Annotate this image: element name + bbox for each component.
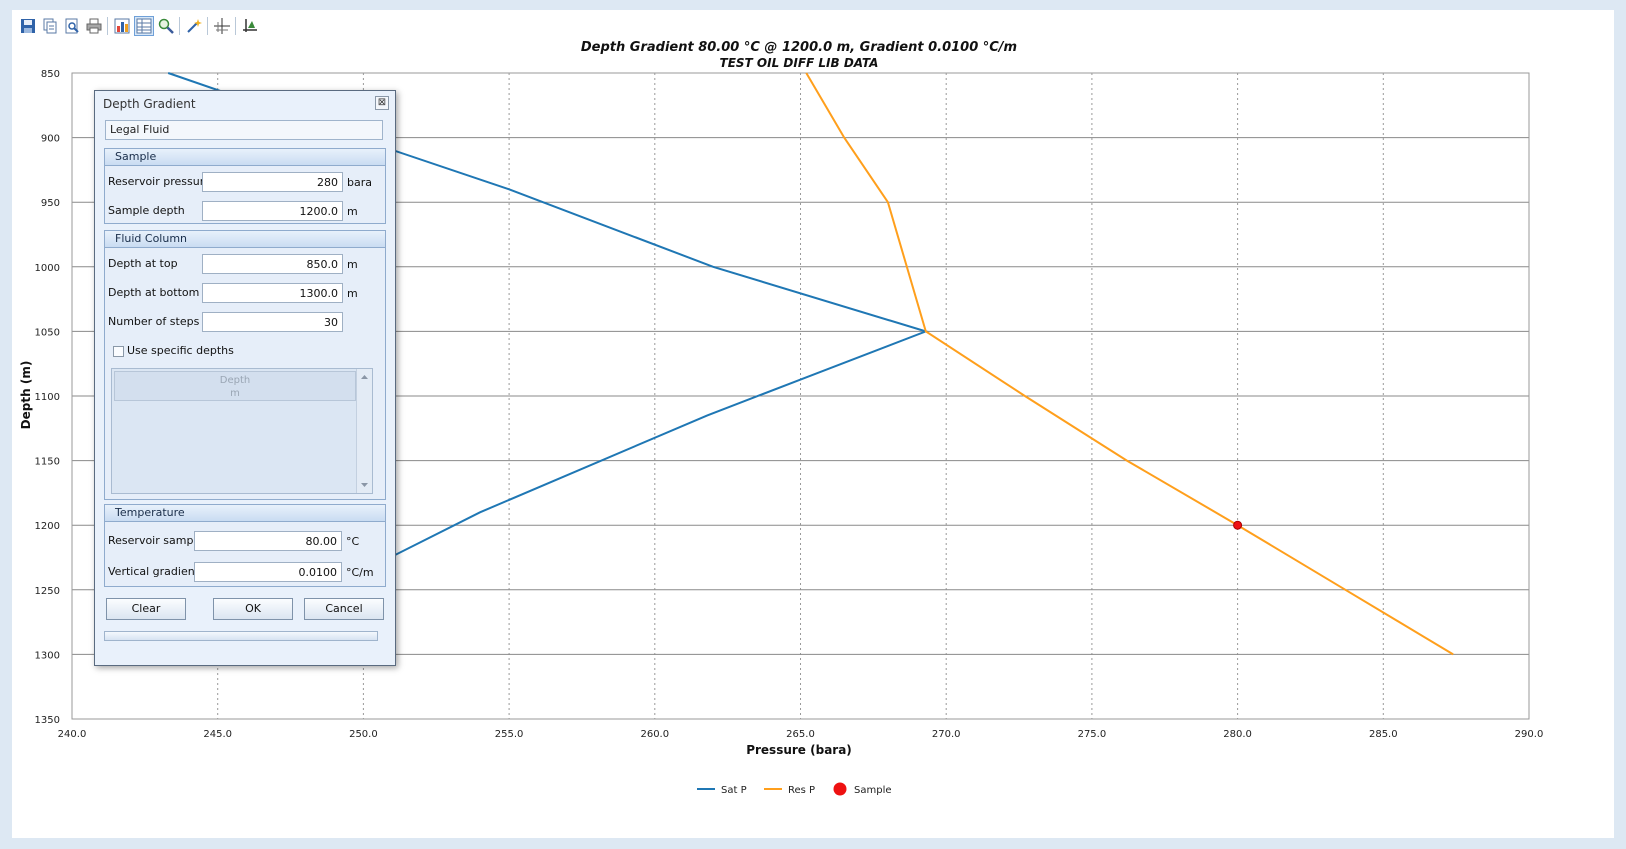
sample-depth-unit: m bbox=[347, 205, 358, 218]
reservoir-sample-unit: °C bbox=[346, 535, 360, 548]
temperature-group: Temperature Reservoir sample °C Vertical… bbox=[104, 504, 386, 587]
y-tick-label: 1300 bbox=[35, 650, 60, 661]
temperature-group-header: Temperature bbox=[105, 505, 385, 522]
chart-title: Depth Gradient 80.00 °C @ 1200.0 m, Grad… bbox=[581, 40, 1017, 55]
series-line-res-p bbox=[805, 72, 1454, 656]
x-tick-label: 240.0 bbox=[58, 729, 87, 740]
depth-list[interactable]: Depth m bbox=[111, 368, 373, 494]
x-tick-label: 260.0 bbox=[640, 729, 669, 740]
sample-point bbox=[1233, 520, 1243, 530]
depth-gradient-dialog: Depth Gradient ⊠ Legal Fluid Sample Rese… bbox=[94, 90, 396, 666]
depth-top-input[interactable] bbox=[202, 254, 343, 274]
depth-bottom-unit: m bbox=[347, 287, 358, 300]
legend-label-sat-p: Sat P bbox=[721, 785, 747, 796]
steps-input[interactable] bbox=[202, 312, 343, 332]
depth-column-title: Depth bbox=[219, 375, 251, 386]
y-tick-label: 1000 bbox=[35, 263, 60, 274]
plot-area bbox=[71, 72, 1530, 720]
copy-icon[interactable] bbox=[40, 16, 60, 36]
y-tick-label: 1250 bbox=[35, 586, 60, 597]
ok-button[interactable]: OK bbox=[213, 598, 293, 620]
legend-marker-sample bbox=[833, 782, 847, 796]
y-tick-label: 1100 bbox=[35, 392, 60, 403]
x-tick-label: 280.0 bbox=[1223, 729, 1252, 740]
sample-group-header: Sample bbox=[105, 149, 385, 166]
fluid-column-group-header: Fluid Column bbox=[105, 231, 385, 248]
y-tick-label: 1200 bbox=[35, 521, 60, 532]
depth-bottom-input[interactable] bbox=[202, 283, 343, 303]
vertical-gradient-input[interactable] bbox=[194, 562, 342, 582]
y-tick-label: 1150 bbox=[35, 457, 60, 468]
depth-bottom-label: Depth at bottom bbox=[108, 286, 200, 299]
depth-column-header: Depth m bbox=[114, 371, 356, 401]
x-tick-label: 245.0 bbox=[203, 729, 232, 740]
chart: Depth Gradient 80.00 °C @ 1200.0 m, Grad… bbox=[19, 40, 1544, 796]
scroll-down-icon[interactable] bbox=[361, 483, 368, 487]
x-tick-label: 255.0 bbox=[495, 729, 524, 740]
x-tick-label: 270.0 bbox=[932, 729, 961, 740]
y-tick-label: 950 bbox=[41, 198, 60, 209]
fluid-column-group: Fluid Column Depth at top m Depth at bot… bbox=[104, 230, 386, 500]
sample-depth-input[interactable] bbox=[202, 201, 343, 221]
sample-group: Sample Reservoir pressure bara Sample de… bbox=[104, 148, 386, 224]
crosshair-icon[interactable] bbox=[212, 16, 232, 36]
print-preview-icon[interactable] bbox=[62, 16, 82, 36]
scroll-up-icon[interactable] bbox=[361, 375, 368, 379]
depth-top-label: Depth at top bbox=[108, 257, 178, 270]
save-icon[interactable] bbox=[18, 16, 38, 36]
y-tick-label: 1050 bbox=[35, 327, 60, 338]
depth-column-unit: m bbox=[230, 388, 240, 399]
cancel-button[interactable]: Cancel bbox=[304, 598, 384, 620]
vertical-gradient-label: Vertical gradient bbox=[108, 565, 200, 578]
table-view-icon[interactable] bbox=[134, 16, 154, 36]
legend: Sat P Res P Sample bbox=[697, 782, 892, 796]
chart-subtitle: TEST OIL DIFF LIB DATA bbox=[720, 56, 879, 70]
depth-list-scrollbar[interactable] bbox=[356, 369, 372, 493]
close-icon[interactable]: ⊠ bbox=[375, 96, 389, 110]
use-specific-depths-label: Use specific depths bbox=[127, 344, 234, 357]
reservoir-sample-input[interactable] bbox=[194, 531, 342, 551]
x-tick-label: 285.0 bbox=[1369, 729, 1398, 740]
vertical-gradient-unit: °C/m bbox=[346, 566, 374, 579]
y-tick-label: 900 bbox=[41, 134, 60, 145]
y-tick-label: 850 bbox=[41, 69, 60, 80]
steps-label: Number of steps bbox=[108, 315, 200, 328]
fit-axis-icon[interactable] bbox=[240, 16, 260, 36]
dialog-title: Depth Gradient bbox=[103, 97, 196, 111]
x-tick-label: 265.0 bbox=[786, 729, 815, 740]
y-tick-label: 1350 bbox=[35, 715, 60, 726]
y-axis-label: Depth (m) bbox=[19, 361, 33, 430]
legend-label-res-p: Res P bbox=[788, 785, 815, 796]
use-specific-depths-checkbox[interactable] bbox=[113, 346, 124, 357]
x-axis-label: Pressure (bara) bbox=[746, 743, 852, 757]
legend-label-sample: Sample bbox=[854, 785, 892, 796]
main-window: Depth Gradient 80.00 °C @ 1200.0 m, Grad… bbox=[12, 10, 1614, 838]
x-tick-label: 290.0 bbox=[1515, 729, 1544, 740]
print-icon[interactable] bbox=[84, 16, 104, 36]
clear-button[interactable]: Clear bbox=[106, 598, 186, 620]
reservoir-sample-label: Reservoir sample bbox=[108, 534, 204, 547]
reservoir-pressure-label: Reservoir pressure bbox=[108, 175, 211, 188]
depth-top-unit: m bbox=[347, 258, 358, 271]
chart-properties-icon[interactable] bbox=[112, 16, 132, 36]
magic-wand-icon[interactable] bbox=[184, 16, 204, 36]
dialog-status-bar bbox=[104, 631, 378, 641]
sample-depth-label: Sample depth bbox=[108, 204, 185, 217]
x-tick-label: 275.0 bbox=[1078, 729, 1107, 740]
zoom-icon[interactable] bbox=[156, 16, 176, 36]
x-tick-label: 250.0 bbox=[349, 729, 378, 740]
reservoir-pressure-input[interactable] bbox=[202, 172, 343, 192]
fluid-name-field[interactable]: Legal Fluid bbox=[105, 120, 383, 140]
reservoir-pressure-unit: bara bbox=[347, 176, 372, 189]
